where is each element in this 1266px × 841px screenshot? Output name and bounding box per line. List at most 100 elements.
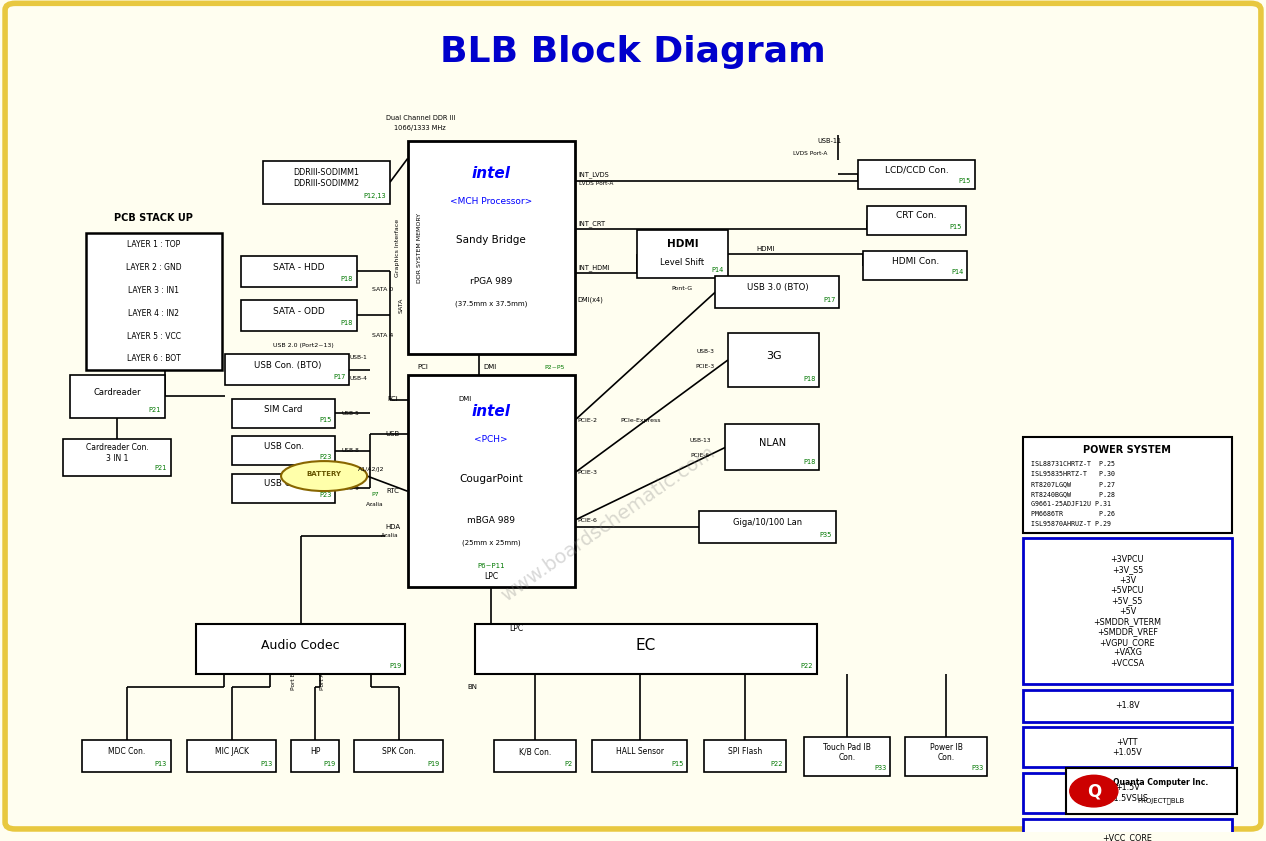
Text: P12,13: P12,13 — [363, 193, 386, 199]
FancyBboxPatch shape — [63, 439, 171, 476]
Text: USB Con.: USB Con. — [263, 479, 304, 489]
Text: P19: P19 — [427, 760, 439, 766]
Text: PCIE-3: PCIE-3 — [577, 470, 598, 475]
Text: LAYER 5 : VCC: LAYER 5 : VCC — [127, 331, 181, 341]
Text: LAYER 3 : IN1: LAYER 3 : IN1 — [128, 286, 180, 294]
Text: intel: intel — [472, 405, 510, 420]
Text: +VTT
+1.05V: +VTT +1.05V — [1113, 738, 1142, 757]
Text: USB-13: USB-13 — [690, 438, 710, 443]
FancyBboxPatch shape — [1066, 768, 1237, 814]
FancyBboxPatch shape — [86, 233, 222, 370]
Text: P19: P19 — [323, 760, 335, 766]
Text: PROJECT：BLB: PROJECT：BLB — [1137, 798, 1185, 805]
FancyBboxPatch shape — [592, 740, 687, 771]
FancyBboxPatch shape — [196, 624, 405, 674]
Text: ISL95870AHRUZ-T P.29: ISL95870AHRUZ-T P.29 — [1031, 521, 1110, 527]
Text: P13: P13 — [260, 760, 272, 766]
FancyBboxPatch shape — [1023, 773, 1232, 813]
Text: Cardreader: Cardreader — [94, 388, 141, 396]
FancyBboxPatch shape — [187, 740, 276, 771]
Text: mBGA 989: mBGA 989 — [467, 516, 515, 525]
Text: +1.8V: +1.8V — [1115, 701, 1139, 711]
Text: K/B Con.: K/B Con. — [519, 747, 551, 756]
Text: PCIE-6: PCIE-6 — [577, 518, 598, 523]
Text: RT8207LGQW       P.27: RT8207LGQW P.27 — [1031, 481, 1114, 488]
Text: P33: P33 — [971, 764, 984, 770]
Text: USB-3: USB-3 — [696, 349, 714, 354]
Text: EC: EC — [636, 637, 656, 653]
Text: USB-9: USB-9 — [342, 485, 360, 490]
Text: +1.5V
+1.5VSUS: +1.5V +1.5VSUS — [1106, 784, 1148, 803]
Text: PCIE-3: PCIE-3 — [695, 364, 715, 369]
Text: LCD/CCD Con.: LCD/CCD Con. — [885, 166, 948, 175]
FancyBboxPatch shape — [867, 205, 966, 235]
Text: Azalia: Azalia — [381, 533, 399, 538]
Text: P18: P18 — [803, 376, 815, 382]
FancyBboxPatch shape — [1023, 690, 1232, 722]
Text: INT_LVDS: INT_LVDS — [579, 172, 609, 178]
Text: Q: Q — [1086, 782, 1101, 800]
FancyBboxPatch shape — [354, 740, 443, 771]
Text: Quanta Computer Inc.: Quanta Computer Inc. — [1113, 779, 1209, 787]
Text: <MCH Processor>: <MCH Processor> — [451, 197, 532, 206]
Text: P33: P33 — [874, 764, 886, 770]
FancyBboxPatch shape — [863, 251, 967, 281]
Text: SPK Con.: SPK Con. — [382, 747, 415, 756]
Text: LPC: LPC — [509, 624, 524, 633]
Text: POWER SYSTEM: POWER SYSTEM — [1084, 445, 1171, 455]
Text: Cardreader Con.
3 IN 1: Cardreader Con. 3 IN 1 — [86, 443, 148, 463]
Text: CougarPoint: CougarPoint — [460, 473, 523, 484]
Text: USB-8: USB-8 — [342, 448, 360, 453]
Text: Azalia: Azalia — [366, 502, 384, 507]
Text: USB Con. (BTO): USB Con. (BTO) — [253, 361, 322, 370]
FancyBboxPatch shape — [905, 738, 987, 775]
Text: <PCH>: <PCH> — [475, 435, 508, 444]
FancyBboxPatch shape — [704, 740, 786, 771]
Text: PCIE-6: PCIE-6 — [690, 453, 710, 458]
Text: HDA: HDA — [385, 524, 400, 531]
Text: LAYER 6 : BOT: LAYER 6 : BOT — [127, 354, 181, 363]
Text: P17: P17 — [823, 297, 836, 303]
Text: P15: P15 — [319, 417, 332, 423]
Text: USB 3.0 (BTO): USB 3.0 (BTO) — [747, 283, 808, 293]
Text: USB-1: USB-1 — [349, 356, 367, 361]
Text: P18: P18 — [803, 459, 815, 465]
Text: P35: P35 — [819, 532, 832, 537]
Text: PM6686TR         P.26: PM6686TR P.26 — [1031, 511, 1114, 517]
Text: LVDS Port-A: LVDS Port-A — [793, 151, 828, 156]
Text: LAYER 2 : GND: LAYER 2 : GND — [127, 263, 181, 272]
FancyBboxPatch shape — [5, 3, 1261, 829]
Text: +3VPCU
+3V_S5
+3V
+5VPCU
+5V_S5
+5V
+SMDDR_VTERM
+SMDDR_VREF
+VGPU_CORE
+VAXG
+V: +3VPCU +3V_S5 +3V +5VPCU +5V_S5 +5V +SMD… — [1094, 555, 1161, 668]
Text: P21: P21 — [148, 407, 161, 413]
Text: PCIe-Express: PCIe-Express — [620, 418, 661, 423]
Text: INT_CRT: INT_CRT — [579, 220, 605, 227]
Text: USB-5: USB-5 — [342, 410, 360, 415]
Text: P14: P14 — [951, 269, 963, 276]
Text: HDMI: HDMI — [757, 246, 775, 251]
Text: SATA 0: SATA 0 — [372, 287, 392, 292]
Text: P19: P19 — [389, 664, 401, 669]
FancyBboxPatch shape — [728, 333, 819, 387]
Text: DDRIII-SODIMM1
DDRIII-SODIMM2: DDRIII-SODIMM1 DDRIII-SODIMM2 — [294, 168, 360, 188]
Text: SPI Flash: SPI Flash — [728, 747, 762, 756]
Text: www.boardschematic.com: www.boardschematic.com — [498, 443, 718, 606]
FancyBboxPatch shape — [263, 161, 390, 204]
FancyBboxPatch shape — [291, 740, 339, 771]
Text: BATTERY: BATTERY — [306, 471, 342, 477]
Text: SATA - HDD: SATA - HDD — [273, 262, 324, 272]
Text: (37.5mm x 37.5mm): (37.5mm x 37.5mm) — [454, 300, 528, 307]
Text: SIM Card: SIM Card — [265, 405, 303, 414]
Text: HP: HP — [310, 747, 320, 756]
FancyBboxPatch shape — [699, 511, 836, 542]
Text: P22: P22 — [770, 760, 782, 766]
Text: +VCC_CORE: +VCC_CORE — [1103, 833, 1152, 841]
Text: USB 2.0 (Port2~13): USB 2.0 (Port2~13) — [273, 343, 334, 348]
Text: LVDS Port-A: LVDS Port-A — [579, 182, 613, 187]
Text: ISL88731CHRTZ-T  P.25: ISL88731CHRTZ-T P.25 — [1031, 462, 1114, 468]
FancyBboxPatch shape — [232, 399, 335, 428]
Text: LAYER 4 : IN2: LAYER 4 : IN2 — [128, 309, 180, 318]
Text: Graphics Interface: Graphics Interface — [395, 219, 400, 277]
Text: RTC: RTC — [386, 489, 399, 495]
Text: P2: P2 — [563, 760, 572, 766]
FancyBboxPatch shape — [82, 740, 171, 771]
